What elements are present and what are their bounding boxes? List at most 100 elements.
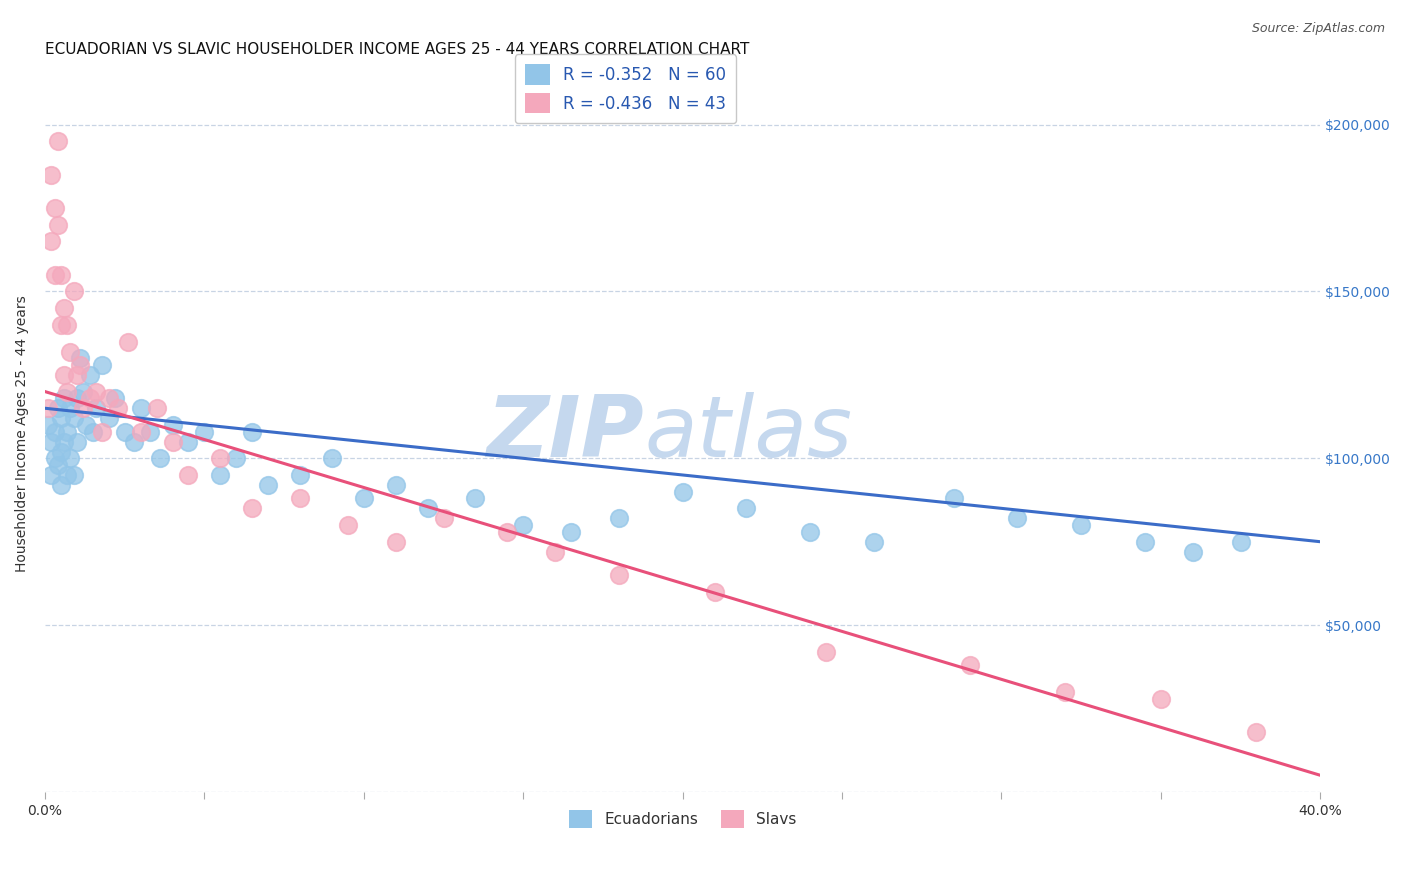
Point: [84, 384, 107, 399]
Point: [1246, 725, 1268, 739]
Point: [41, 434, 63, 449]
Point: [37, 417, 59, 432]
Point: [240, 425, 263, 439]
Point: [117, 334, 139, 349]
Point: [1181, 545, 1204, 559]
Point: [193, 425, 215, 439]
Point: [257, 478, 280, 492]
Point: [56, 384, 79, 399]
Point: [91, 425, 114, 439]
Point: [122, 434, 145, 449]
Point: [799, 524, 821, 539]
Point: [49, 411, 72, 425]
Point: [91, 358, 114, 372]
Point: [177, 434, 200, 449]
Point: [97, 411, 120, 425]
Text: ZIP: ZIP: [486, 392, 644, 475]
Point: [432, 511, 454, 525]
Point: [37, 401, 59, 416]
Point: [59, 344, 82, 359]
Point: [69, 351, 91, 366]
Point: [59, 451, 82, 466]
Point: [46, 218, 69, 232]
Point: [114, 425, 136, 439]
Point: [496, 524, 519, 539]
Point: [49, 478, 72, 492]
Point: [44, 201, 66, 215]
Point: [69, 358, 91, 372]
Text: atlas: atlas: [644, 392, 852, 475]
Point: [66, 391, 89, 405]
Point: [107, 401, 129, 416]
Point: [44, 268, 66, 282]
Point: [209, 451, 232, 466]
Point: [942, 491, 965, 506]
Point: [607, 511, 630, 525]
Point: [62, 411, 84, 425]
Point: [149, 451, 172, 466]
Point: [1054, 685, 1077, 699]
Point: [49, 268, 72, 282]
Point: [53, 368, 76, 382]
Y-axis label: Householder Income Ages 25 - 44 years: Householder Income Ages 25 - 44 years: [15, 295, 30, 572]
Point: [72, 401, 94, 416]
Point: [560, 524, 582, 539]
Point: [104, 391, 127, 405]
Point: [815, 645, 838, 659]
Point: [41, 235, 63, 249]
Point: [59, 401, 82, 416]
Point: [384, 534, 406, 549]
Point: [512, 518, 534, 533]
Point: [672, 484, 695, 499]
Point: [41, 168, 63, 182]
Point: [1007, 511, 1029, 525]
Point: [288, 467, 311, 482]
Point: [49, 444, 72, 458]
Point: [53, 301, 76, 315]
Point: [464, 491, 486, 506]
Point: [62, 285, 84, 299]
Text: ECUADORIAN VS SLAVIC HOUSEHOLDER INCOME AGES 25 - 44 YEARS CORRELATION CHART: ECUADORIAN VS SLAVIC HOUSEHOLDER INCOME …: [45, 42, 749, 57]
Point: [44, 451, 66, 466]
Point: [75, 417, 97, 432]
Point: [139, 425, 162, 439]
Point: [82, 425, 104, 439]
Point: [703, 584, 725, 599]
Point: [53, 434, 76, 449]
Point: [49, 318, 72, 332]
Point: [53, 391, 76, 405]
Point: [1070, 518, 1092, 533]
Point: [66, 434, 89, 449]
Point: [79, 368, 101, 382]
Point: [225, 451, 247, 466]
Point: [321, 451, 343, 466]
Point: [177, 467, 200, 482]
Legend: Ecuadorians, Slavs: Ecuadorians, Slavs: [562, 804, 803, 835]
Point: [44, 425, 66, 439]
Point: [72, 384, 94, 399]
Point: [863, 534, 886, 549]
Point: [353, 491, 375, 506]
Point: [46, 134, 69, 148]
Point: [384, 478, 406, 492]
Point: [66, 368, 89, 382]
Point: [209, 467, 232, 482]
Point: [607, 568, 630, 582]
Point: [129, 401, 152, 416]
Text: Source: ZipAtlas.com: Source: ZipAtlas.com: [1251, 22, 1385, 36]
Point: [79, 391, 101, 405]
Point: [97, 391, 120, 405]
Point: [56, 425, 79, 439]
Point: [288, 491, 311, 506]
Point: [56, 318, 79, 332]
Point: [240, 501, 263, 516]
Point: [544, 545, 567, 559]
Point: [41, 467, 63, 482]
Point: [46, 458, 69, 472]
Point: [735, 501, 758, 516]
Point: [162, 434, 184, 449]
Point: [46, 401, 69, 416]
Point: [62, 467, 84, 482]
Point: [129, 425, 152, 439]
Point: [1150, 691, 1173, 706]
